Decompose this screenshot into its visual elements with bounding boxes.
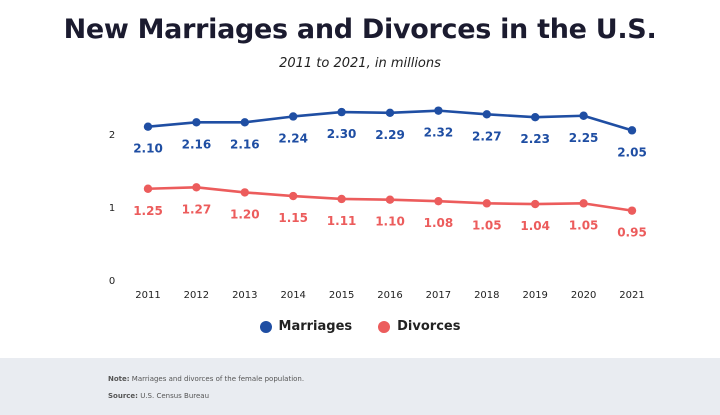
x-tick-label: 2013 <box>232 290 257 301</box>
legend-swatch-divorces <box>378 320 391 333</box>
x-tick-label: 2012 <box>184 290 209 301</box>
data-label-marriages: 2.16 <box>182 137 212 151</box>
data-label-divorces: 1.08 <box>424 216 454 230</box>
legend-item-divorces: Divorces <box>378 319 460 334</box>
data-point-divorces <box>192 183 201 192</box>
legend-label-marriages: Marriages <box>278 319 353 334</box>
data-point-marriages <box>192 118 201 127</box>
x-tick-label: 2018 <box>474 290 499 301</box>
data-point-marriages <box>579 111 588 120</box>
data-label-divorces: 1.05 <box>569 218 599 232</box>
legend-label-divorces: Divorces <box>397 319 461 334</box>
x-tick-label: 2015 <box>329 290 354 301</box>
data-label-marriages: 2.27 <box>472 129 502 143</box>
data-label-divorces: 1.15 <box>278 211 308 225</box>
x-tick-label: 2017 <box>426 290 451 301</box>
data-point-marriages <box>337 107 346 117</box>
y-tick-label: 0 <box>109 276 115 287</box>
data-label-marriages: 2.24 <box>278 131 308 145</box>
data-label-divorces: 1.25 <box>133 204 163 218</box>
legend: Marriages Divorces <box>0 319 720 334</box>
data-label-marriages: 2.16 <box>230 137 260 151</box>
data-point-marriages <box>434 106 443 115</box>
data-label-divorces: 1.27 <box>182 202 212 216</box>
line-chart: 0 1 2 2011 2012 2013 2014 2015 2016 2017 2018 2019 2… <box>109 106 647 301</box>
chart-subtitle: 2011 to 2021, in millions <box>279 56 441 71</box>
data-point-marriages <box>482 110 491 119</box>
data-point-marriages <box>385 108 395 118</box>
data-point-divorces <box>482 199 491 208</box>
data-point-marriages <box>240 118 249 127</box>
x-tick-label: 2019 <box>522 290 547 301</box>
y-tick-label: 1 <box>109 203 115 214</box>
x-tick-label: 2011 <box>135 290 160 301</box>
note-label: Note: <box>108 375 130 383</box>
data-label-marriages: 2.29 <box>375 128 405 142</box>
data-label-divorces: 1.05 <box>472 218 502 232</box>
data-point-divorces <box>434 196 443 206</box>
data-label-marriages: 2.05 <box>617 145 647 159</box>
source-label: Source: <box>108 392 138 400</box>
data-point-divorces <box>143 184 153 193</box>
data-label-marriages: 2.10 <box>133 142 163 156</box>
data-point-divorces <box>579 199 588 208</box>
footer-source: Source: U.S. Census Bureau <box>108 392 209 400</box>
data-point-marriages <box>143 122 153 131</box>
x-tick-label: 2014 <box>280 290 305 301</box>
x-tick-label: 2020 <box>571 290 596 301</box>
x-tick-label: 2016 <box>377 290 402 301</box>
legend-swatch-marriages <box>259 320 272 333</box>
data-point-marriages <box>289 112 298 121</box>
data-label-divorces: 1.11 <box>327 214 357 228</box>
y-tick-label: 2 <box>109 130 115 141</box>
x-tick-label: 2021 <box>619 290 644 301</box>
data-point-divorces <box>627 206 637 215</box>
data-label-marriages: 2.30 <box>327 127 357 141</box>
data-label-divorces: 1.04 <box>520 219 550 233</box>
chart-title: New Marriages and Divorces in the U.S. <box>63 14 657 45</box>
data-label-divorces: 0.95 <box>617 226 647 240</box>
data-label-marriages: 2.23 <box>520 132 550 146</box>
data-label-marriages: 2.25 <box>569 131 599 145</box>
data-point-divorces <box>289 191 298 201</box>
data-label-divorces: 1.20 <box>230 207 260 221</box>
note-text: Marriages and divorces of the female pop… <box>129 375 305 383</box>
footer-note: Note: Marriages and divorces of the fema… <box>108 375 304 383</box>
data-point-divorces <box>240 188 249 197</box>
data-label-marriages: 2.32 <box>424 126 454 140</box>
data-point-divorces <box>385 195 395 204</box>
source-text: U.S. Census Bureau <box>137 392 210 400</box>
footer: Note: Marriages and divorces of the fema… <box>0 358 720 415</box>
data-point-marriages <box>627 126 637 135</box>
data-label-divorces: 1.10 <box>375 215 405 229</box>
data-point-divorces <box>337 194 346 204</box>
legend-item-marriages: Marriages <box>259 319 353 334</box>
data-point-marriages <box>531 113 540 122</box>
data-point-divorces <box>531 199 540 209</box>
